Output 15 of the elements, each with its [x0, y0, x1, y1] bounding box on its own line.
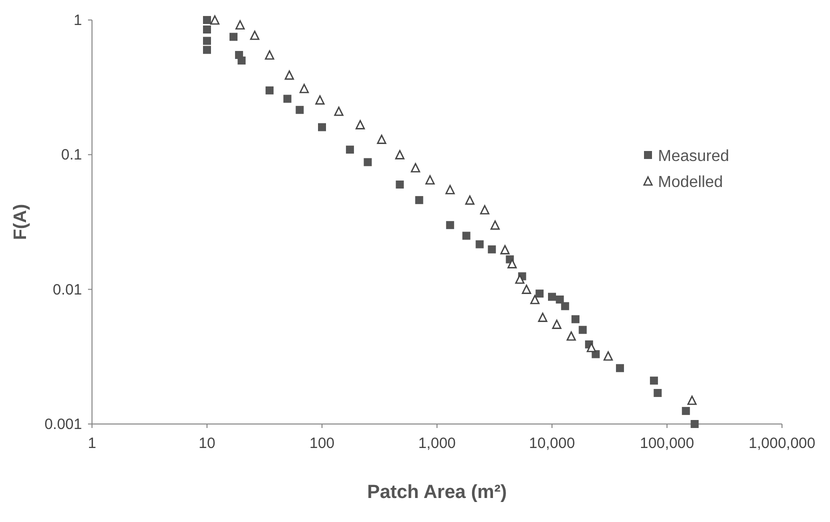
x-tick-label: 100: [309, 435, 335, 452]
x-tick-label: 1,000,000: [748, 435, 816, 452]
x-tick-label: 10: [198, 435, 216, 452]
legend-label: Modelled: [658, 174, 723, 191]
x-tick-label: 1,000: [418, 435, 456, 452]
y-tick-label: 1: [74, 12, 82, 29]
y-tick-label: 0.1: [61, 146, 82, 164]
y-tick-label: 0.01: [52, 281, 82, 298]
legend-label: Measured: [658, 148, 730, 165]
x-tick-label: 10,000: [529, 435, 575, 452]
x-tick-label: 100,000: [640, 435, 694, 452]
x-tick-label: 1: [88, 435, 96, 452]
y-axis-title: F(A): [10, 204, 30, 240]
y-tick-label: 0.001: [44, 416, 82, 433]
x-axis-title: Patch Area (m²): [367, 482, 507, 503]
